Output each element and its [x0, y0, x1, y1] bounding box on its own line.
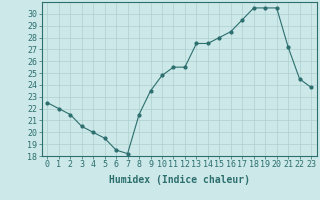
- X-axis label: Humidex (Indice chaleur): Humidex (Indice chaleur): [109, 175, 250, 185]
